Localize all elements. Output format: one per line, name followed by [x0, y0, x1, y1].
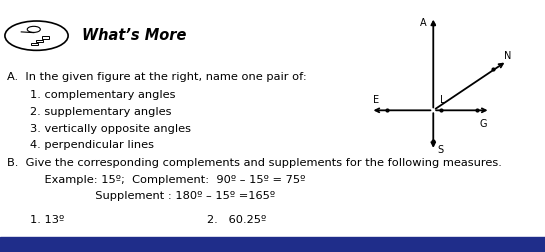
Text: What’s More: What’s More — [82, 28, 186, 43]
Bar — [37, 40, 43, 43]
Text: L: L — [440, 94, 445, 105]
Text: G: G — [480, 118, 487, 129]
Text: 2.   60.25º: 2. 60.25º — [207, 214, 267, 224]
Text: 1. 13º: 1. 13º — [30, 214, 64, 224]
Text: 2. supplementary angles: 2. supplementary angles — [30, 106, 172, 116]
Text: 3. vertically opposite angles: 3. vertically opposite angles — [30, 123, 191, 133]
Text: Example: 15º;  Complement:  90º – 15º = 75º: Example: 15º; Complement: 90º – 15º = 75… — [30, 174, 305, 184]
Text: A: A — [420, 18, 427, 28]
Text: Supplement : 180º – 15º =165º: Supplement : 180º – 15º =165º — [30, 190, 275, 200]
Text: N: N — [504, 50, 512, 60]
Bar — [0, 237, 545, 252]
Text: 1. complementary angles: 1. complementary angles — [30, 89, 175, 100]
Text: E: E — [373, 94, 379, 105]
Text: 4. perpendicular lines: 4. perpendicular lines — [30, 140, 154, 150]
Text: B.  Give the corresponding complements and supplements for the following measure: B. Give the corresponding complements an… — [7, 158, 501, 168]
Text: A.  In the given figure at the right, name one pair of:: A. In the given figure at the right, nam… — [7, 72, 306, 82]
Bar — [42, 37, 49, 40]
Bar — [31, 43, 38, 46]
Text: S: S — [438, 145, 444, 155]
